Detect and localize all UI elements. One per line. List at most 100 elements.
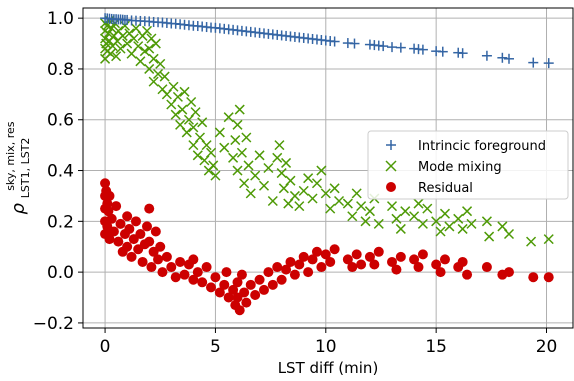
data-point: [192, 267, 203, 278]
data-point: [119, 20, 130, 31]
data-point: [528, 272, 539, 283]
data-point: [276, 168, 287, 179]
data-point: [316, 165, 327, 176]
data-point: [526, 236, 537, 247]
data-point: [122, 241, 133, 252]
data-point: [481, 50, 492, 61]
data-point: [236, 269, 247, 280]
y-axis-label: ρ LST1, LST2 sky, mix, res: [4, 121, 33, 214]
data-point: [369, 259, 380, 270]
data-point: [228, 284, 239, 295]
data-point: [481, 216, 492, 227]
data-point: [236, 147, 247, 158]
data-point: [276, 274, 287, 285]
data-point: [104, 190, 115, 201]
data-point: [105, 48, 116, 59]
data-point: [391, 213, 402, 224]
data-point: [320, 249, 331, 260]
data-point: [243, 160, 254, 171]
data-point: [349, 38, 360, 49]
data-point: [289, 269, 300, 280]
data-point: [417, 44, 428, 55]
data-point: [223, 292, 234, 303]
data-point: [133, 41, 144, 52]
data-point: [188, 274, 199, 285]
data-point: [409, 254, 420, 265]
data-point: [466, 218, 477, 229]
y-tick-label: 0.8: [47, 60, 74, 80]
data-point: [391, 264, 402, 275]
data-point: [329, 36, 340, 47]
data-point: [422, 203, 433, 214]
data-point: [192, 150, 203, 161]
data-point: [210, 272, 221, 283]
legend: Intrincic foreground Mode mixing Residual: [367, 130, 569, 200]
data-point: [210, 170, 221, 181]
data-point: [316, 262, 327, 273]
data-point: [294, 201, 305, 212]
data-point: [413, 262, 424, 273]
data-point: [342, 254, 353, 265]
legend-label: Mode mixing: [418, 160, 502, 175]
data-point: [111, 51, 122, 62]
data-point: [263, 267, 274, 278]
series-x: [100, 15, 554, 247]
data-point: [435, 226, 446, 237]
legend-label: Intrincic foreground: [418, 139, 546, 154]
data-point: [274, 140, 285, 151]
data-point: [439, 254, 450, 265]
data-point: [409, 211, 420, 222]
y-tick-label: 0.0: [47, 263, 74, 283]
data-point: [234, 104, 245, 115]
data-point: [267, 279, 278, 290]
data-point: [137, 256, 148, 267]
data-point: [135, 229, 146, 240]
data-point: [303, 173, 314, 184]
data-point: [245, 188, 256, 199]
data-point: [186, 96, 197, 107]
data-point: [484, 231, 495, 242]
data-point: [179, 269, 190, 280]
data-point: [230, 135, 241, 146]
data-point: [188, 254, 199, 265]
data-point: [201, 262, 212, 273]
data-point: [298, 185, 309, 196]
y-axis-label-sub: LST1, LST2: [19, 138, 32, 199]
x-tick-label: 15: [425, 337, 447, 357]
data-point: [177, 104, 188, 115]
data-point: [431, 216, 442, 227]
data-point: [320, 188, 331, 199]
y-tick-label: 0.6: [47, 111, 74, 131]
data-point: [153, 254, 164, 265]
data-point: [258, 180, 270, 191]
data-point: [258, 284, 269, 295]
plot-frame: [82, 7, 574, 329]
legend-marker: [386, 140, 396, 150]
data-point: [285, 256, 296, 267]
data-point: [400, 206, 411, 217]
data-point: [462, 269, 473, 280]
data-point: [298, 251, 309, 262]
data-point: [272, 262, 283, 273]
legend-entries: Intrincic foreground Mode mixing Residual: [385, 139, 546, 196]
data-point: [360, 216, 371, 227]
data-point: [325, 203, 336, 214]
data-point: [130, 216, 141, 227]
data-point: [528, 57, 539, 68]
data-point: [462, 206, 473, 217]
data-point: [543, 58, 554, 69]
data-point: [128, 33, 139, 44]
data-point: [232, 277, 243, 288]
legend-box: [367, 130, 569, 200]
data-point: [135, 56, 146, 67]
data-point: [294, 259, 305, 270]
data-point: [168, 81, 179, 92]
data-point: [281, 157, 292, 168]
data-point: [307, 254, 318, 265]
data-point: [155, 241, 166, 252]
data-point: [146, 262, 157, 273]
data-point: [457, 48, 468, 59]
series-circle: [100, 178, 554, 316]
legend-marker: [385, 160, 397, 172]
series-plus: [100, 13, 554, 69]
